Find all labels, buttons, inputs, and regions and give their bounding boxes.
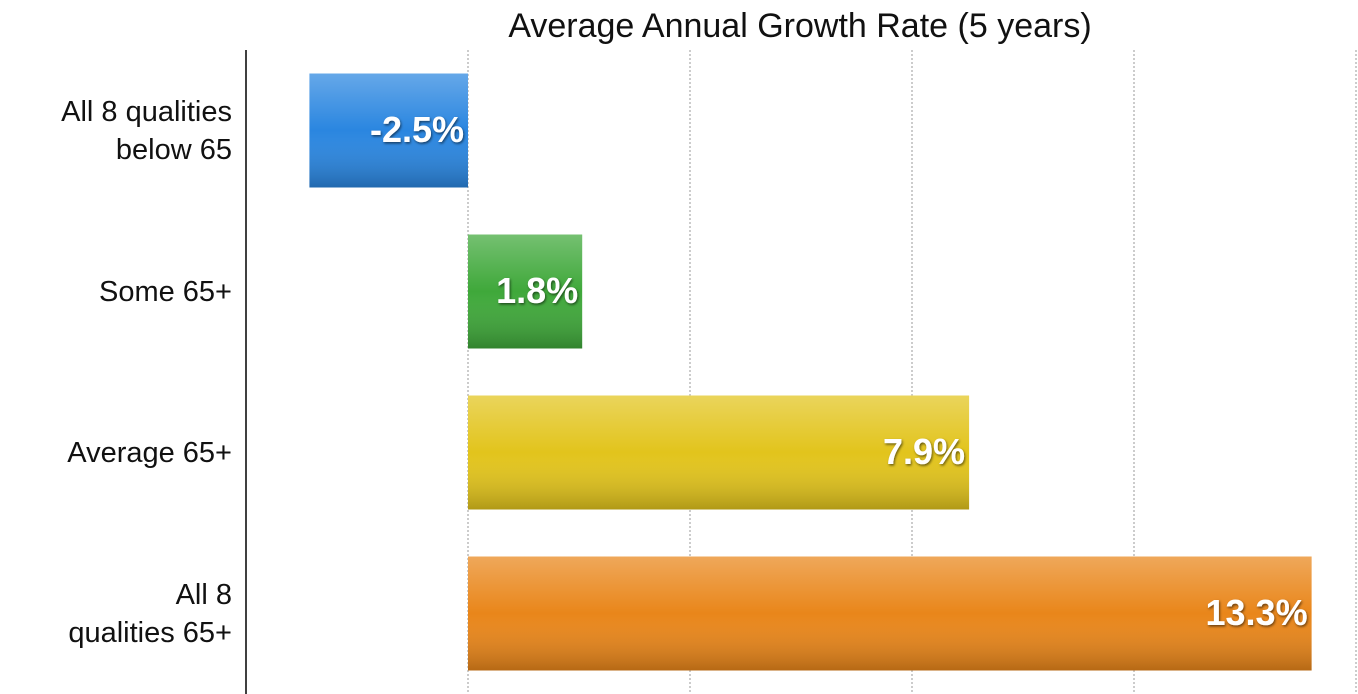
category-label: All 8 qualities 65+ xyxy=(68,578,232,649)
bar-shade xyxy=(309,73,468,188)
value-label: 13.3% xyxy=(1206,592,1308,633)
value-label: 1.8% xyxy=(496,270,578,311)
bar-shade xyxy=(468,395,970,510)
bar-shade xyxy=(468,234,583,349)
bar-shade xyxy=(468,556,1312,671)
value-label: -2.5% xyxy=(370,109,464,150)
category-label: Some 65+ xyxy=(98,275,232,308)
value-label: 7.9% xyxy=(883,431,965,472)
chart-title: Average Annual Growth Rate (5 years) xyxy=(508,7,1091,45)
category-label: Average 65+ xyxy=(67,436,232,469)
category-label: All 8 qualities below 65 xyxy=(61,95,232,166)
